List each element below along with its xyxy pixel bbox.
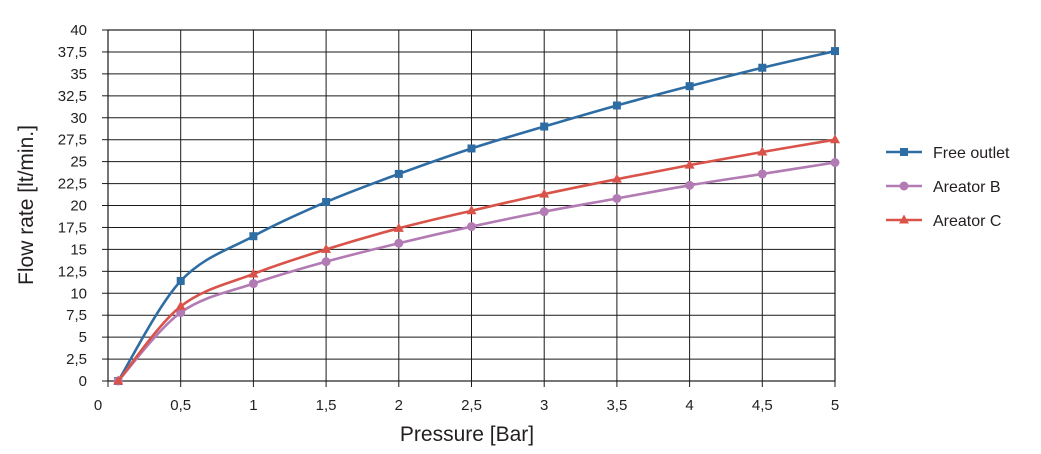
data-point-areator-b bbox=[539, 207, 549, 217]
data-point-free-outlet bbox=[249, 232, 258, 241]
data-point-areator-c bbox=[830, 134, 840, 144]
y-tick-label: 0 bbox=[79, 373, 87, 390]
y-tick-label: 5 bbox=[79, 329, 87, 346]
data-point-free-outlet bbox=[540, 122, 549, 131]
y-tick-label: 7,5 bbox=[66, 307, 87, 324]
x-axis-title: Pressure [Bar] bbox=[400, 423, 534, 446]
data-point-areator-b bbox=[394, 238, 404, 248]
data-point-areator-b bbox=[612, 193, 622, 203]
x-tick-label: 4 bbox=[685, 397, 693, 414]
x-tick-label: 0,5 bbox=[170, 397, 191, 414]
data-point-areator-c bbox=[321, 243, 332, 253]
data-point-areator-b bbox=[176, 308, 186, 318]
x-tick-label: 0 bbox=[94, 397, 102, 414]
y-tick-label: 20 bbox=[70, 198, 87, 215]
legend: Free outlet Areator B Areator C bbox=[886, 145, 1010, 230]
series-areator-c bbox=[113, 134, 840, 385]
series bbox=[113, 47, 840, 386]
series-line-areator-c bbox=[117, 138, 836, 382]
data-point-areator-b bbox=[685, 180, 695, 190]
y-tick-label: 30 bbox=[70, 110, 87, 127]
data-point-free-outlet bbox=[758, 63, 767, 72]
series-free-outlet bbox=[114, 47, 839, 385]
data-point-free-outlet bbox=[612, 101, 621, 110]
legend-item-areator-b: Areator B bbox=[886, 179, 1001, 196]
legend-label: Free outlet bbox=[933, 145, 1010, 162]
legend-marker bbox=[899, 181, 909, 191]
x-tick-label: 3 bbox=[540, 397, 548, 414]
data-point-areator-c bbox=[175, 300, 186, 310]
x-tick-label: 1,5 bbox=[316, 397, 337, 414]
data-point-areator-c bbox=[684, 159, 695, 169]
y-tick-label: 27,5 bbox=[58, 132, 87, 149]
x-tick-label: 5 bbox=[831, 397, 839, 414]
y-tick-label: 32,5 bbox=[58, 88, 87, 105]
data-point-areator-c bbox=[611, 173, 622, 183]
data-point-areator-b bbox=[757, 169, 767, 179]
data-point-areator-b bbox=[321, 257, 331, 267]
y-tick-label: 37,5 bbox=[58, 44, 87, 61]
data-point-free-outlet bbox=[322, 197, 331, 206]
y-tick-label: 40 bbox=[70, 22, 87, 39]
grid bbox=[102, 29, 836, 387]
data-point-areator-c bbox=[466, 205, 477, 215]
legend-item-free-outlet: Free outlet bbox=[886, 145, 1010, 162]
data-point-areator-b bbox=[830, 158, 840, 168]
y-tick-label: 15 bbox=[70, 241, 87, 258]
data-point-areator-c bbox=[539, 188, 550, 198]
x-tick-label: 2 bbox=[395, 397, 403, 414]
y-tick-label: 22,5 bbox=[58, 176, 87, 193]
data-point-free-outlet bbox=[685, 82, 694, 91]
data-point-areator-b bbox=[248, 279, 258, 289]
y-tick-label: 35 bbox=[70, 66, 87, 83]
data-point-areator-b bbox=[467, 222, 476, 232]
legend-marker bbox=[900, 148, 908, 156]
data-point-areator-c bbox=[248, 268, 259, 278]
y-axis-title: Flow rate [lt/min.] bbox=[15, 125, 38, 285]
tick-labels: 02,557,51012,51517,52022,52527,53032,535… bbox=[58, 22, 839, 414]
legend-item-areator-c: Areator C bbox=[886, 213, 1001, 230]
data-point-free-outlet bbox=[467, 144, 476, 153]
x-tick-label: 1 bbox=[249, 397, 257, 414]
data-point-areator-c bbox=[113, 375, 124, 385]
plot-frame bbox=[107, 29, 836, 382]
y-tick-label: 2,5 bbox=[66, 351, 87, 368]
data-point-free-outlet bbox=[176, 276, 185, 285]
legend-label: Areator C bbox=[933, 213, 1001, 230]
series-line-free-outlet bbox=[117, 49, 836, 382]
data-point-free-outlet bbox=[831, 47, 839, 56]
x-tick-label: 2,5 bbox=[461, 397, 482, 414]
y-tick-label: 10 bbox=[70, 285, 87, 302]
y-tick-label: 25 bbox=[70, 154, 87, 171]
x-tick-label: 3,5 bbox=[606, 397, 627, 414]
legend-label: Areator B bbox=[933, 179, 1001, 196]
data-point-areator-c bbox=[393, 222, 404, 232]
x-tick-label: 4,5 bbox=[752, 397, 773, 414]
y-tick-label: 17,5 bbox=[58, 219, 87, 236]
legend-marker bbox=[899, 214, 909, 224]
y-tick-label: 12,5 bbox=[58, 263, 87, 280]
data-point-areator-c bbox=[757, 146, 768, 156]
data-point-free-outlet bbox=[394, 169, 403, 178]
